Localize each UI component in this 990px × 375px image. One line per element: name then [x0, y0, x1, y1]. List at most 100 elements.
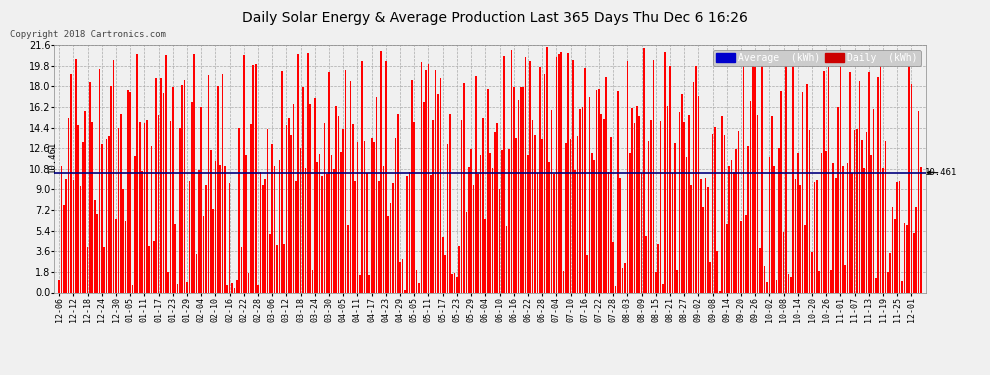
Bar [118, 128, 119, 292]
Bar [77, 124, 79, 292]
Bar [880, 57, 881, 292]
Legend: Average  (kWh), Daily  (kWh): Average (kWh), Daily (kWh) [713, 50, 921, 66]
Bar [913, 233, 915, 292]
Bar [487, 89, 488, 292]
Bar [722, 116, 723, 292]
Bar [343, 129, 345, 292]
Bar [312, 270, 313, 292]
Bar [489, 153, 491, 292]
Bar [108, 136, 110, 292]
Bar [181, 85, 183, 292]
Bar [345, 70, 346, 292]
Bar [132, 285, 134, 292]
Bar [838, 107, 839, 292]
Bar [887, 273, 889, 292]
Bar [305, 168, 306, 292]
Text: 10.461: 10.461 [925, 168, 956, 177]
Bar [736, 149, 738, 292]
Bar [338, 116, 340, 292]
Bar [191, 102, 193, 292]
Bar [150, 146, 152, 292]
Bar [908, 55, 910, 292]
Bar [754, 67, 756, 292]
Bar [227, 285, 228, 292]
Bar [629, 153, 631, 292]
Bar [248, 273, 249, 292]
Bar [421, 62, 422, 292]
Bar [870, 154, 872, 292]
Bar [184, 81, 185, 292]
Bar [153, 241, 154, 292]
Bar [780, 92, 782, 292]
Bar [537, 173, 539, 292]
Bar [269, 234, 270, 292]
Bar [802, 93, 803, 292]
Bar [742, 63, 744, 292]
Bar [283, 244, 285, 292]
Bar [920, 167, 922, 292]
Bar [222, 74, 224, 292]
Bar [79, 186, 81, 292]
Bar [254, 64, 256, 292]
Bar [264, 179, 266, 292]
Bar [82, 142, 84, 292]
Bar [726, 224, 728, 292]
Bar [674, 143, 675, 292]
Bar [368, 275, 370, 292]
Bar [622, 268, 624, 292]
Bar [349, 81, 351, 292]
Bar [446, 144, 448, 292]
Bar [669, 66, 671, 292]
Bar [676, 270, 678, 292]
Bar [373, 142, 375, 292]
Bar [220, 165, 221, 292]
Text: Copyright 2018 Cartronics.com: Copyright 2018 Cartronics.com [10, 30, 165, 39]
Bar [548, 162, 550, 292]
Bar [525, 57, 527, 292]
Bar [460, 120, 462, 292]
Bar [356, 142, 358, 292]
Bar [664, 53, 666, 292]
Bar [858, 81, 860, 292]
Bar [314, 98, 316, 292]
Bar [647, 141, 649, 292]
Bar [144, 123, 146, 292]
Bar [477, 174, 479, 292]
Bar [58, 280, 60, 292]
Bar [641, 173, 643, 292]
Bar [596, 90, 597, 292]
Bar [142, 171, 143, 292]
Bar [120, 114, 122, 292]
Bar [160, 78, 161, 292]
Bar [321, 176, 323, 292]
Bar [111, 86, 112, 292]
Bar [165, 55, 166, 292]
Bar [639, 116, 640, 292]
Bar [650, 120, 651, 292]
Bar [842, 166, 843, 292]
Bar [605, 77, 607, 292]
Bar [333, 168, 335, 292]
Bar [324, 123, 325, 292]
Bar [125, 221, 127, 292]
Bar [75, 59, 76, 292]
Bar [889, 253, 891, 292]
Bar [821, 153, 823, 292]
Bar [496, 123, 498, 292]
Text: 10.461: 10.461 [48, 140, 56, 172]
Bar [555, 57, 557, 292]
Bar [702, 207, 704, 292]
Bar [246, 155, 248, 292]
Bar [846, 162, 848, 292]
Bar [157, 114, 159, 292]
Bar [302, 87, 304, 292]
Bar [655, 273, 656, 292]
Bar [501, 150, 503, 292]
Bar [894, 219, 896, 292]
Bar [598, 89, 600, 292]
Bar [155, 78, 157, 292]
Bar [885, 141, 886, 292]
Bar [203, 216, 204, 292]
Bar [188, 182, 190, 292]
Bar [861, 140, 862, 292]
